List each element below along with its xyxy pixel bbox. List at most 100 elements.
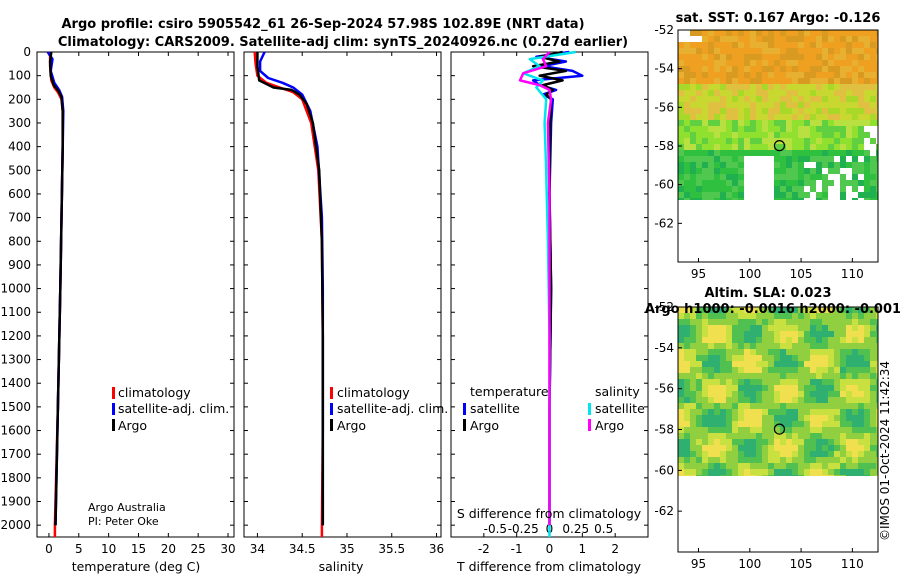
map-cell [840,156,846,162]
map-cell [870,313,876,319]
map-cell [804,409,810,415]
map-cell [810,156,816,162]
map-cell [828,180,834,186]
map-cell [774,186,780,192]
map-cell [744,198,750,200]
map-cell [708,72,714,78]
map-cell [804,397,810,403]
map-cell [858,475,864,476]
map-cell [714,186,720,192]
map-cell [828,469,834,475]
map-cell [858,54,864,60]
map-cell [816,192,822,198]
map-cell [702,325,708,331]
map-cell [726,126,732,132]
map-cell [750,36,756,42]
map-cell [810,108,816,114]
map-cell [720,349,726,355]
map-cell [786,96,792,102]
map-cell [780,162,786,168]
map-cell [714,150,720,156]
profile-location-marker [773,140,786,152]
map-cell [834,457,840,463]
map-cell [810,78,816,84]
map-cell [786,385,792,391]
map-cell [870,186,876,192]
map-cell [750,457,756,463]
map-cell [810,337,816,343]
map-cell [840,307,846,313]
map-cell [756,325,762,331]
map-cell [858,325,864,331]
map-cell [756,451,762,457]
map-cell [732,331,738,337]
map-cell [798,319,804,325]
y-tick-label: -62 [654,216,674,230]
map-cell [804,174,810,180]
map-cell [864,180,870,186]
map-cell [792,313,798,319]
map-cell [858,349,864,355]
map-cell [702,138,708,144]
map-cell [798,186,804,192]
map-cell [696,331,702,337]
map-cell [684,361,690,367]
map-cell [774,84,780,90]
map-cell [690,337,696,343]
x-tick-label: 20 [161,542,176,556]
map-cell [870,367,876,373]
map-cell [738,361,744,367]
map-cell [876,349,878,355]
map-cell [732,469,738,475]
map-cell [762,162,768,168]
map-cell [780,150,786,156]
map-cell [762,337,768,343]
plot-frame [36,51,235,538]
map-cell [702,421,708,427]
map-cell [774,343,780,349]
map-cell [774,168,780,174]
map-cell [684,156,690,162]
map-cell [702,192,708,198]
temperature-legend: climatology satellite-adj. clim. Argo [112,385,229,433]
map-cell [690,319,696,325]
map-cell [780,439,786,445]
map-cell [756,343,762,349]
map-cell [738,186,744,192]
map-cell [738,475,744,476]
map-cell [876,36,878,42]
map-cell [738,162,744,168]
map-cell [756,391,762,397]
map-cell [828,132,834,138]
map-cell [840,108,846,114]
map-cell [834,126,840,132]
map-cell [840,409,846,415]
map-cell [714,108,720,114]
map-cell [708,385,714,391]
map-cell [708,379,714,385]
map-cell [876,48,878,54]
map-cell [840,313,846,319]
y-tick-label: 1100 [0,305,31,319]
map-cell [684,84,690,90]
map-cell [870,331,876,337]
map-cell [756,445,762,451]
map-cell [792,198,798,200]
map-cell [708,391,714,397]
map-cell [774,457,780,463]
map-cell [768,120,774,126]
map-cell [678,192,684,198]
map-cell [846,367,852,373]
series-line [531,50,584,526]
map-cell [708,156,714,162]
map-cell [708,415,714,421]
y-tick-label: 1900 [0,495,31,509]
map-cell [684,355,690,361]
map-cell [744,439,750,445]
map-cell [780,367,786,373]
map-cell [834,403,840,409]
map-cell [876,469,878,475]
map-cell [696,120,702,126]
map-cell [798,403,804,409]
